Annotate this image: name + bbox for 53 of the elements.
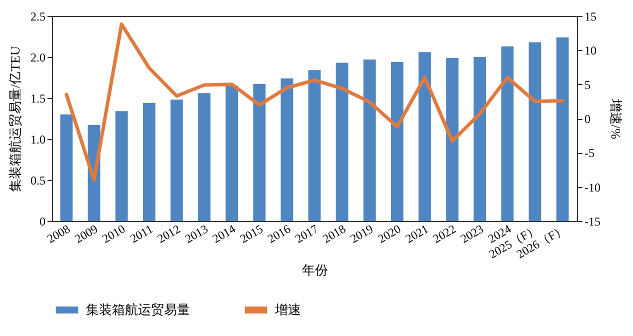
bar xyxy=(60,114,73,221)
bar xyxy=(474,57,486,221)
x-tick-label: 2008 xyxy=(44,222,72,246)
y2-tick-label: 5 xyxy=(584,78,590,92)
bar xyxy=(170,100,183,221)
y2-tick-label: -10 xyxy=(584,180,600,194)
bar xyxy=(336,62,348,221)
x-tick-label: 2020 xyxy=(375,222,404,246)
y2-tick-label: 10 xyxy=(584,44,596,58)
y2-tick-label: 0 xyxy=(584,112,590,126)
bar xyxy=(142,102,156,221)
line-series xyxy=(64,22,564,182)
y2-axis-title: 增速/% xyxy=(608,98,624,140)
x-tick-label: 2019 xyxy=(348,222,376,246)
y2-tick-label: -15 xyxy=(584,214,600,228)
bar xyxy=(253,84,266,221)
legend-label: 增速 xyxy=(274,302,301,317)
y-tick-label: 1.5 xyxy=(30,92,46,106)
y2-tick-label: -5 xyxy=(584,146,594,160)
y2-tick-label: 15 xyxy=(584,10,596,24)
bar xyxy=(115,111,128,221)
bar xyxy=(363,59,376,221)
bar xyxy=(390,62,404,221)
bar xyxy=(198,93,210,221)
y-tick-label: 2.5 xyxy=(30,10,46,24)
x-tick-label: 2012 xyxy=(154,222,183,246)
x-tick-label: 2023 xyxy=(458,222,486,246)
x-tick-label: 2009 xyxy=(72,222,100,246)
x-tick-label: 2022 xyxy=(430,222,458,246)
x-tick-label: 2013 xyxy=(182,222,210,246)
y-axis-title: 集装箱航运贸易量/亿TEU xyxy=(8,45,22,192)
bar xyxy=(446,58,458,221)
x-tick-label: 2021 xyxy=(402,222,431,246)
x-tick-label: 2018 xyxy=(320,222,348,246)
legend-label: 集装箱航运贸易量 xyxy=(86,302,190,317)
x-tick-label: 2017 xyxy=(292,222,320,246)
x-tick-label: 2015 xyxy=(238,222,266,246)
x-axis-title: 年份 xyxy=(302,262,328,278)
bar xyxy=(226,86,238,221)
bar xyxy=(280,78,294,221)
bar xyxy=(501,46,514,221)
bar xyxy=(528,42,542,221)
bar xyxy=(418,52,431,221)
y-tick-label: 1.0 xyxy=(30,132,46,146)
bar xyxy=(556,37,569,221)
x-tick-label: 2010 xyxy=(100,222,128,246)
y-tick-label: 0.5 xyxy=(30,174,46,188)
x-tick-label: 2011 xyxy=(128,222,156,246)
x-tick-label: 2014 xyxy=(210,222,238,246)
x-tick-label: 2016 xyxy=(265,222,293,246)
y-tick-label: 0 xyxy=(40,214,46,228)
bar xyxy=(308,70,321,221)
y-tick-label: 2.0 xyxy=(30,50,46,64)
